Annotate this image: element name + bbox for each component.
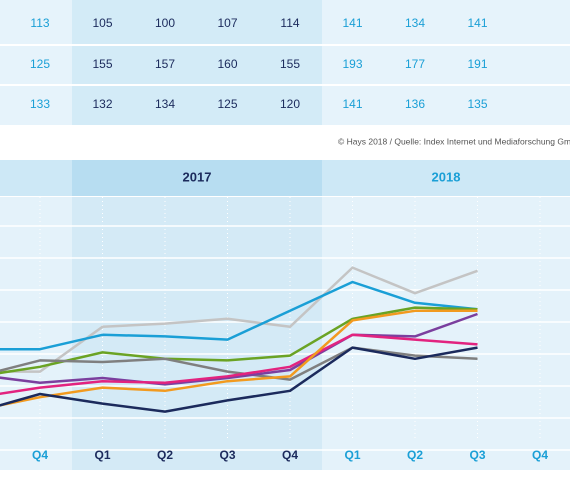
table-cell: 100: [155, 16, 175, 30]
series-line: [0, 309, 478, 407]
x-tick-label: Q4: [32, 448, 48, 462]
table-cell: 134: [405, 16, 425, 30]
series-line: [0, 312, 478, 386]
period-label: 2017: [183, 169, 212, 184]
table-cell: 160: [217, 57, 237, 71]
x-tick-label: Q1: [344, 448, 360, 462]
table-cell: 125: [217, 97, 237, 111]
series-line: [0, 280, 478, 351]
series-line: [0, 333, 478, 396]
table-cell: 155: [280, 57, 300, 71]
x-tick-label: Q4: [282, 448, 298, 462]
table-cell: 136: [405, 97, 425, 111]
table-cell: 141: [342, 97, 362, 111]
period-label: 2018: [432, 169, 461, 184]
table-cell: 177: [405, 57, 425, 71]
source-note: © Hays 2018 / Quelle: Index Internet und…: [338, 136, 570, 146]
table-cell: 141: [467, 16, 487, 30]
table-cell: 113: [30, 16, 49, 30]
series-line: [0, 346, 478, 413]
table-cell: 141: [342, 16, 362, 30]
table-cell: 125: [30, 57, 50, 71]
x-tick-label: Q2: [157, 448, 173, 462]
x-tick-label: Q2: [407, 448, 423, 462]
series-line: [0, 346, 478, 381]
series-line: [0, 266, 478, 373]
period-header-2017: [72, 160, 322, 196]
table-cell: 135: [467, 97, 487, 111]
table-cell: 120: [280, 97, 300, 111]
table-cell: 191: [467, 57, 487, 71]
table-cell: 107: [217, 16, 237, 30]
table-cell: 157: [155, 57, 175, 71]
x-tick-label: Q3: [219, 448, 235, 462]
x-tick-label: Q3: [469, 448, 485, 462]
x-tick-label: Q1: [94, 448, 110, 462]
table-cell: 193: [342, 57, 362, 71]
chart-2017-band: [72, 197, 322, 470]
x-tick-label: Q4: [532, 448, 548, 462]
table-cell: 155: [92, 57, 112, 71]
table-cell: 114: [280, 16, 299, 30]
table-cell: 133: [30, 97, 50, 111]
table-cell: 105: [92, 16, 112, 30]
table-cell: 134: [155, 97, 175, 111]
table-cell: 132: [92, 97, 112, 111]
table-2017-band: [72, 0, 322, 125]
